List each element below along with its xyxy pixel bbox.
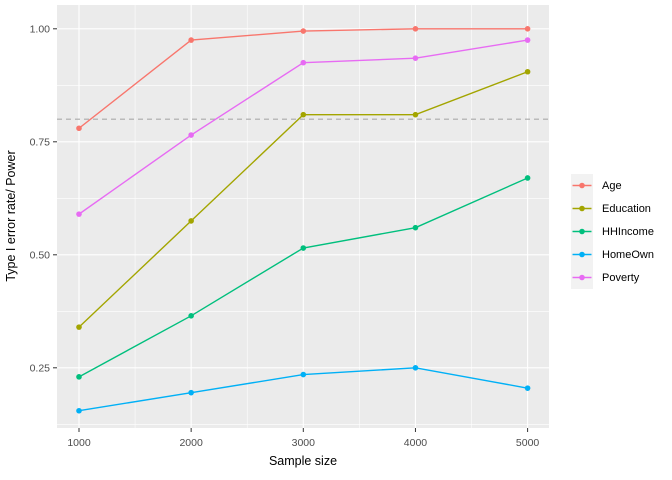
data-point-age xyxy=(188,37,194,43)
y-tick-label: 0.50 xyxy=(30,249,51,261)
data-point-hhincome xyxy=(300,245,307,251)
data-point-hhincome xyxy=(524,175,531,181)
data-point-homeown xyxy=(524,385,531,391)
legend-item-homeown: HomeOwn xyxy=(571,243,654,266)
legend: Age Education HHIncome HomeOwn Poverty xyxy=(571,174,654,289)
legend-label: HomeOwn xyxy=(602,248,654,261)
legend-label: Age xyxy=(602,179,622,192)
data-point-education xyxy=(412,111,419,118)
plot-area: 0.25 0.50 0.75 1.00 1000 2000 3000 4000 5000 xyxy=(30,5,549,449)
legend-key-icon xyxy=(571,266,593,289)
y-tick-label: 0.75 xyxy=(30,136,51,148)
x-tick-label: 5000 xyxy=(516,437,540,449)
data-point-poverty xyxy=(76,211,82,217)
data-point-poverty xyxy=(524,37,531,43)
data-point-homeown xyxy=(76,407,82,414)
legend-key-icon xyxy=(571,197,593,220)
x-tick-label: 3000 xyxy=(292,437,316,449)
data-point-hhincome xyxy=(188,313,194,319)
legend-item-poverty: Poverty xyxy=(571,266,654,289)
data-point-poverty xyxy=(412,55,419,61)
data-point-age xyxy=(412,26,419,32)
data-point-age xyxy=(524,26,531,32)
legend-label: Education xyxy=(602,202,651,215)
data-point-education xyxy=(524,68,531,75)
y-tick-label: 1.00 xyxy=(30,23,51,35)
legend-label: Poverty xyxy=(602,271,640,284)
data-point-education xyxy=(188,218,194,224)
data-point-hhincome xyxy=(412,224,419,231)
x-tick-label: 4000 xyxy=(404,437,428,449)
data-point-poverty xyxy=(300,59,307,66)
data-point-hhincome xyxy=(76,374,82,380)
data-point-homeown xyxy=(412,365,419,371)
legend-key-icon xyxy=(571,243,593,266)
legend-item-age: Age xyxy=(571,174,654,197)
legend-item-education: Education xyxy=(571,197,654,220)
x-tick-label: 2000 xyxy=(179,437,203,449)
legend-key-icon xyxy=(571,174,593,197)
y-tick-label: 0.25 xyxy=(30,362,51,374)
data-point-age xyxy=(76,125,82,132)
data-point-homeown xyxy=(300,371,307,378)
legend-item-hhincome: HHIncome xyxy=(571,220,654,243)
data-point-education xyxy=(300,111,307,118)
data-point-education xyxy=(76,324,82,330)
data-point-homeown xyxy=(188,389,194,396)
y-axis-title: Type I error rate/ Power xyxy=(4,150,18,281)
x-tick-label: 1000 xyxy=(67,437,91,449)
data-point-poverty xyxy=(188,132,194,138)
x-axis-title: Sample size xyxy=(269,454,337,468)
legend-key-icon xyxy=(571,220,593,243)
data-point-age xyxy=(300,28,307,34)
legend-label: HHIncome xyxy=(602,225,654,238)
